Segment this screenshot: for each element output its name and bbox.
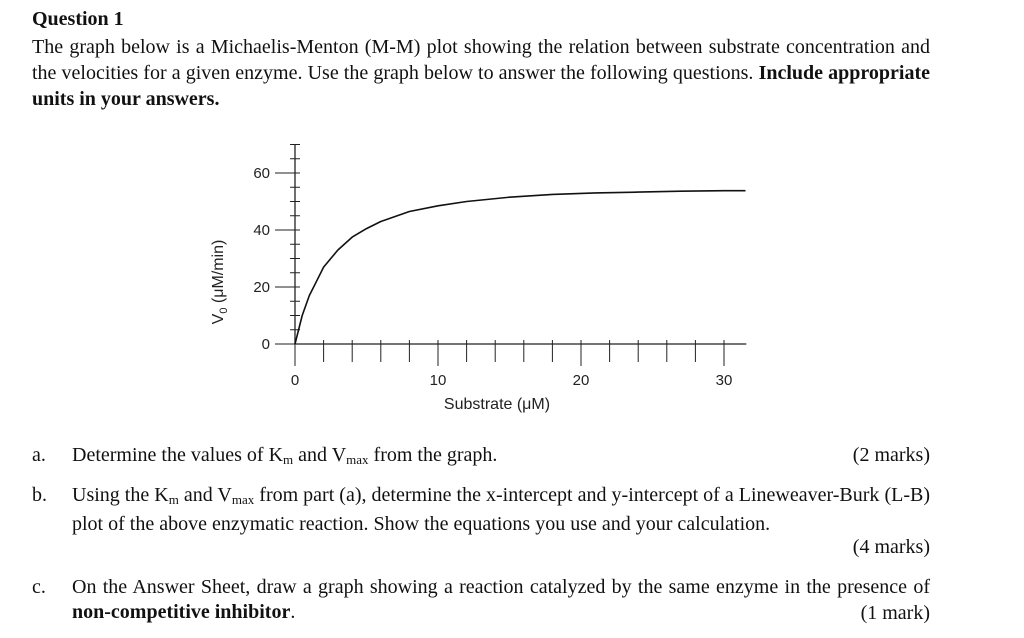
x-axis-label: Substrate (μM) bbox=[444, 396, 550, 413]
part-b-marks: (4 marks) bbox=[852, 536, 930, 558]
y-tick-label: 0 bbox=[262, 336, 270, 353]
y-axis-label: V0 (μM/min) bbox=[210, 240, 230, 325]
part-c-letter: c. bbox=[32, 576, 46, 598]
y-axis-label-v: V bbox=[210, 313, 227, 324]
part-a-text: Determine the values of Km and Vmax from… bbox=[72, 444, 498, 467]
x-tick-label: 30 bbox=[716, 372, 733, 389]
intro-text: The graph below is a Michaelis-Menton (M… bbox=[32, 36, 930, 84]
question-intro: The graph below is a Michaelis-Menton (M… bbox=[32, 34, 930, 112]
y-axis-label-sub: 0 bbox=[218, 308, 230, 314]
chart-axes bbox=[294, 144, 747, 345]
y-tick-label: 40 bbox=[253, 222, 270, 239]
x-tick-label: 10 bbox=[430, 372, 447, 389]
x-tick-label: 0 bbox=[291, 372, 299, 389]
question-title: Question 1 bbox=[32, 8, 124, 30]
x-tick-label: 20 bbox=[573, 372, 590, 389]
part-a-marks: (2 marks) bbox=[852, 444, 930, 466]
chart-curve bbox=[294, 189, 746, 345]
part-c-marks: (1 mark) bbox=[860, 602, 930, 624]
y-axis-label-units: (μM/min) bbox=[210, 240, 227, 303]
part-b-letter: b. bbox=[32, 484, 47, 506]
part-b-text: Using the Km and Vmax from part (a), det… bbox=[72, 484, 930, 535]
y-tick-label: 20 bbox=[253, 279, 270, 296]
velocity-curve bbox=[294, 189, 746, 345]
intro-bold-text: Include appropriate units in your answer… bbox=[32, 62, 930, 110]
y-tick-label: 60 bbox=[253, 165, 270, 182]
svg-text:V0 (μM/min): V0 (μM/min) bbox=[210, 240, 230, 325]
part-c-text: On the Answer Sheet, draw a graph showin… bbox=[72, 576, 930, 623]
part-a-letter: a. bbox=[32, 444, 46, 466]
chart-ticks: 0 20 40 60 0 10 20 30 bbox=[253, 144, 733, 389]
